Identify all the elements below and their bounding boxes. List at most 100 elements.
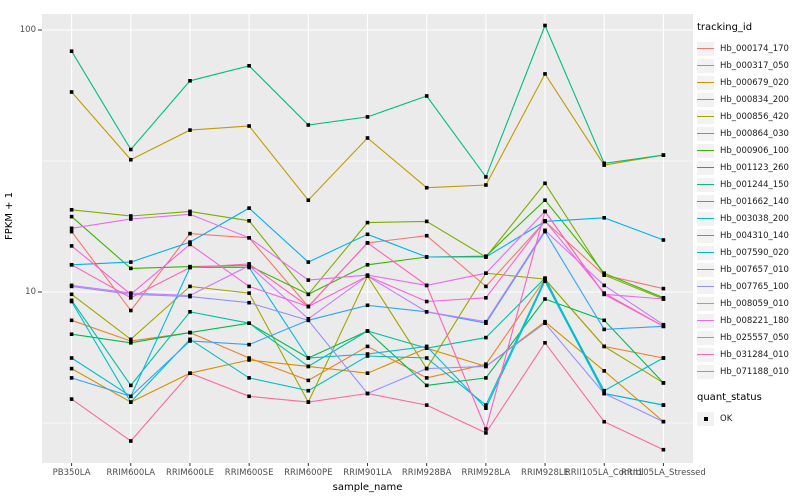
legend-key-line-icon bbox=[697, 126, 714, 141]
data-point-marker bbox=[69, 332, 74, 336]
data-point-marker bbox=[543, 181, 547, 186]
data-point-marker bbox=[306, 364, 311, 369]
data-point-marker bbox=[543, 23, 547, 28]
data-point-marker bbox=[424, 403, 429, 407]
legend-item-label: Hb_007590_020 bbox=[720, 247, 789, 258]
data-point-marker bbox=[661, 381, 666, 385]
x-tick-label: RRIM928BA bbox=[401, 468, 452, 478]
data-point-marker bbox=[543, 198, 547, 202]
legend-key-line-icon bbox=[697, 160, 714, 175]
data-point-marker bbox=[484, 284, 488, 289]
data-point-marker bbox=[602, 216, 606, 220]
data-point-marker bbox=[424, 310, 429, 314]
data-point-marker bbox=[306, 278, 311, 282]
data-point-marker bbox=[188, 240, 192, 244]
data-point-marker bbox=[424, 366, 429, 371]
legend-item: Hb_031284_010 bbox=[697, 346, 799, 363]
data-point-marker bbox=[247, 342, 251, 347]
legend-quant-items: OK bbox=[697, 410, 799, 427]
data-point-marker bbox=[129, 439, 133, 443]
data-point-marker bbox=[484, 255, 488, 259]
data-point-marker bbox=[602, 161, 606, 166]
legend-item-label: Hb_004310_140 bbox=[720, 230, 789, 241]
x-tick-label: RRIM600LE bbox=[165, 468, 214, 478]
data-point-marker bbox=[424, 356, 429, 360]
data-point-marker bbox=[247, 356, 251, 360]
x-tick-label: RRII105LA_Stressed bbox=[621, 468, 706, 478]
data-point-marker bbox=[247, 284, 251, 289]
data-point-marker bbox=[365, 263, 370, 267]
legend-item-label: Hb_000174_170 bbox=[720, 43, 789, 54]
legend: tracking_id Hb_000174_170 Hb_000317_050 Hb… bbox=[697, 22, 799, 427]
data-point-marker bbox=[129, 147, 133, 152]
legend-key-line-icon bbox=[697, 143, 714, 158]
legend-title-quant-status: quant_status bbox=[697, 392, 762, 403]
data-point-marker bbox=[365, 391, 370, 396]
data-point-marker bbox=[129, 400, 133, 404]
data-point-marker bbox=[365, 352, 370, 356]
legend-key-line-icon bbox=[697, 262, 714, 277]
data-point-marker bbox=[129, 383, 133, 388]
data-point-marker bbox=[129, 157, 133, 162]
data-point-marker bbox=[543, 279, 547, 283]
data-point-marker bbox=[247, 394, 251, 399]
data-point-marker bbox=[424, 185, 429, 190]
data-point-marker bbox=[602, 388, 606, 393]
legend-item: Hb_001244_150 bbox=[697, 176, 799, 193]
data-point-marker bbox=[484, 364, 488, 369]
data-point-marker bbox=[188, 310, 192, 314]
data-point-marker bbox=[424, 255, 429, 259]
data-point-marker bbox=[69, 244, 74, 248]
data-point-marker bbox=[661, 238, 666, 242]
data-point-marker bbox=[188, 265, 192, 270]
data-point-marker bbox=[602, 271, 606, 275]
data-point-marker bbox=[306, 388, 311, 393]
data-point-marker bbox=[69, 226, 74, 231]
legend-item: Hb_000317_050 bbox=[697, 57, 799, 74]
data-point-marker bbox=[129, 292, 133, 297]
data-point-marker bbox=[188, 339, 192, 343]
data-point-marker bbox=[365, 329, 370, 333]
legend-items: Hb_000174_170 Hb_000317_050 Hb_000679_020 H… bbox=[697, 40, 799, 380]
data-point-marker bbox=[247, 64, 251, 68]
data-point-marker bbox=[306, 260, 311, 264]
data-point-marker bbox=[484, 427, 488, 431]
data-point-marker bbox=[306, 198, 311, 202]
data-point-marker bbox=[424, 376, 429, 380]
legend-item-label: Hb_000864_030 bbox=[720, 128, 789, 139]
data-point-marker bbox=[365, 232, 370, 237]
data-point-marker bbox=[365, 354, 370, 358]
data-point-marker bbox=[188, 284, 192, 289]
data-point-marker bbox=[365, 344, 370, 349]
legend-item: Hb_008059_010 bbox=[697, 295, 799, 312]
data-point-marker bbox=[129, 214, 133, 218]
data-point-marker bbox=[661, 297, 666, 301]
data-point-marker bbox=[602, 369, 606, 373]
data-point-marker bbox=[484, 319, 488, 324]
data-point-marker bbox=[484, 376, 488, 380]
x-axis-title: sample_name bbox=[332, 482, 403, 493]
data-point-marker bbox=[484, 406, 488, 410]
data-point-marker bbox=[424, 233, 429, 238]
data-point-marker bbox=[424, 283, 429, 288]
data-point-marker bbox=[365, 371, 370, 375]
data-point-marker bbox=[129, 341, 133, 345]
data-point-marker bbox=[661, 447, 666, 452]
data-point-marker bbox=[602, 283, 606, 288]
data-point-marker bbox=[602, 391, 606, 396]
data-point-marker bbox=[69, 376, 74, 380]
data-point-marker bbox=[247, 206, 251, 210]
legend-item: Hb_000834_200 bbox=[697, 91, 799, 108]
legend-key-line-icon bbox=[697, 109, 714, 124]
data-point-marker bbox=[484, 296, 488, 300]
legend-item: Hb_000174_170 bbox=[697, 40, 799, 57]
data-point-marker bbox=[69, 366, 74, 371]
data-point-marker bbox=[69, 208, 74, 212]
legend-quant-label: OK bbox=[720, 413, 733, 424]
data-point-marker bbox=[306, 356, 311, 360]
legend-item-label: Hb_001662_140 bbox=[720, 196, 789, 207]
data-point-marker bbox=[306, 317, 311, 321]
data-point-marker bbox=[69, 397, 74, 401]
